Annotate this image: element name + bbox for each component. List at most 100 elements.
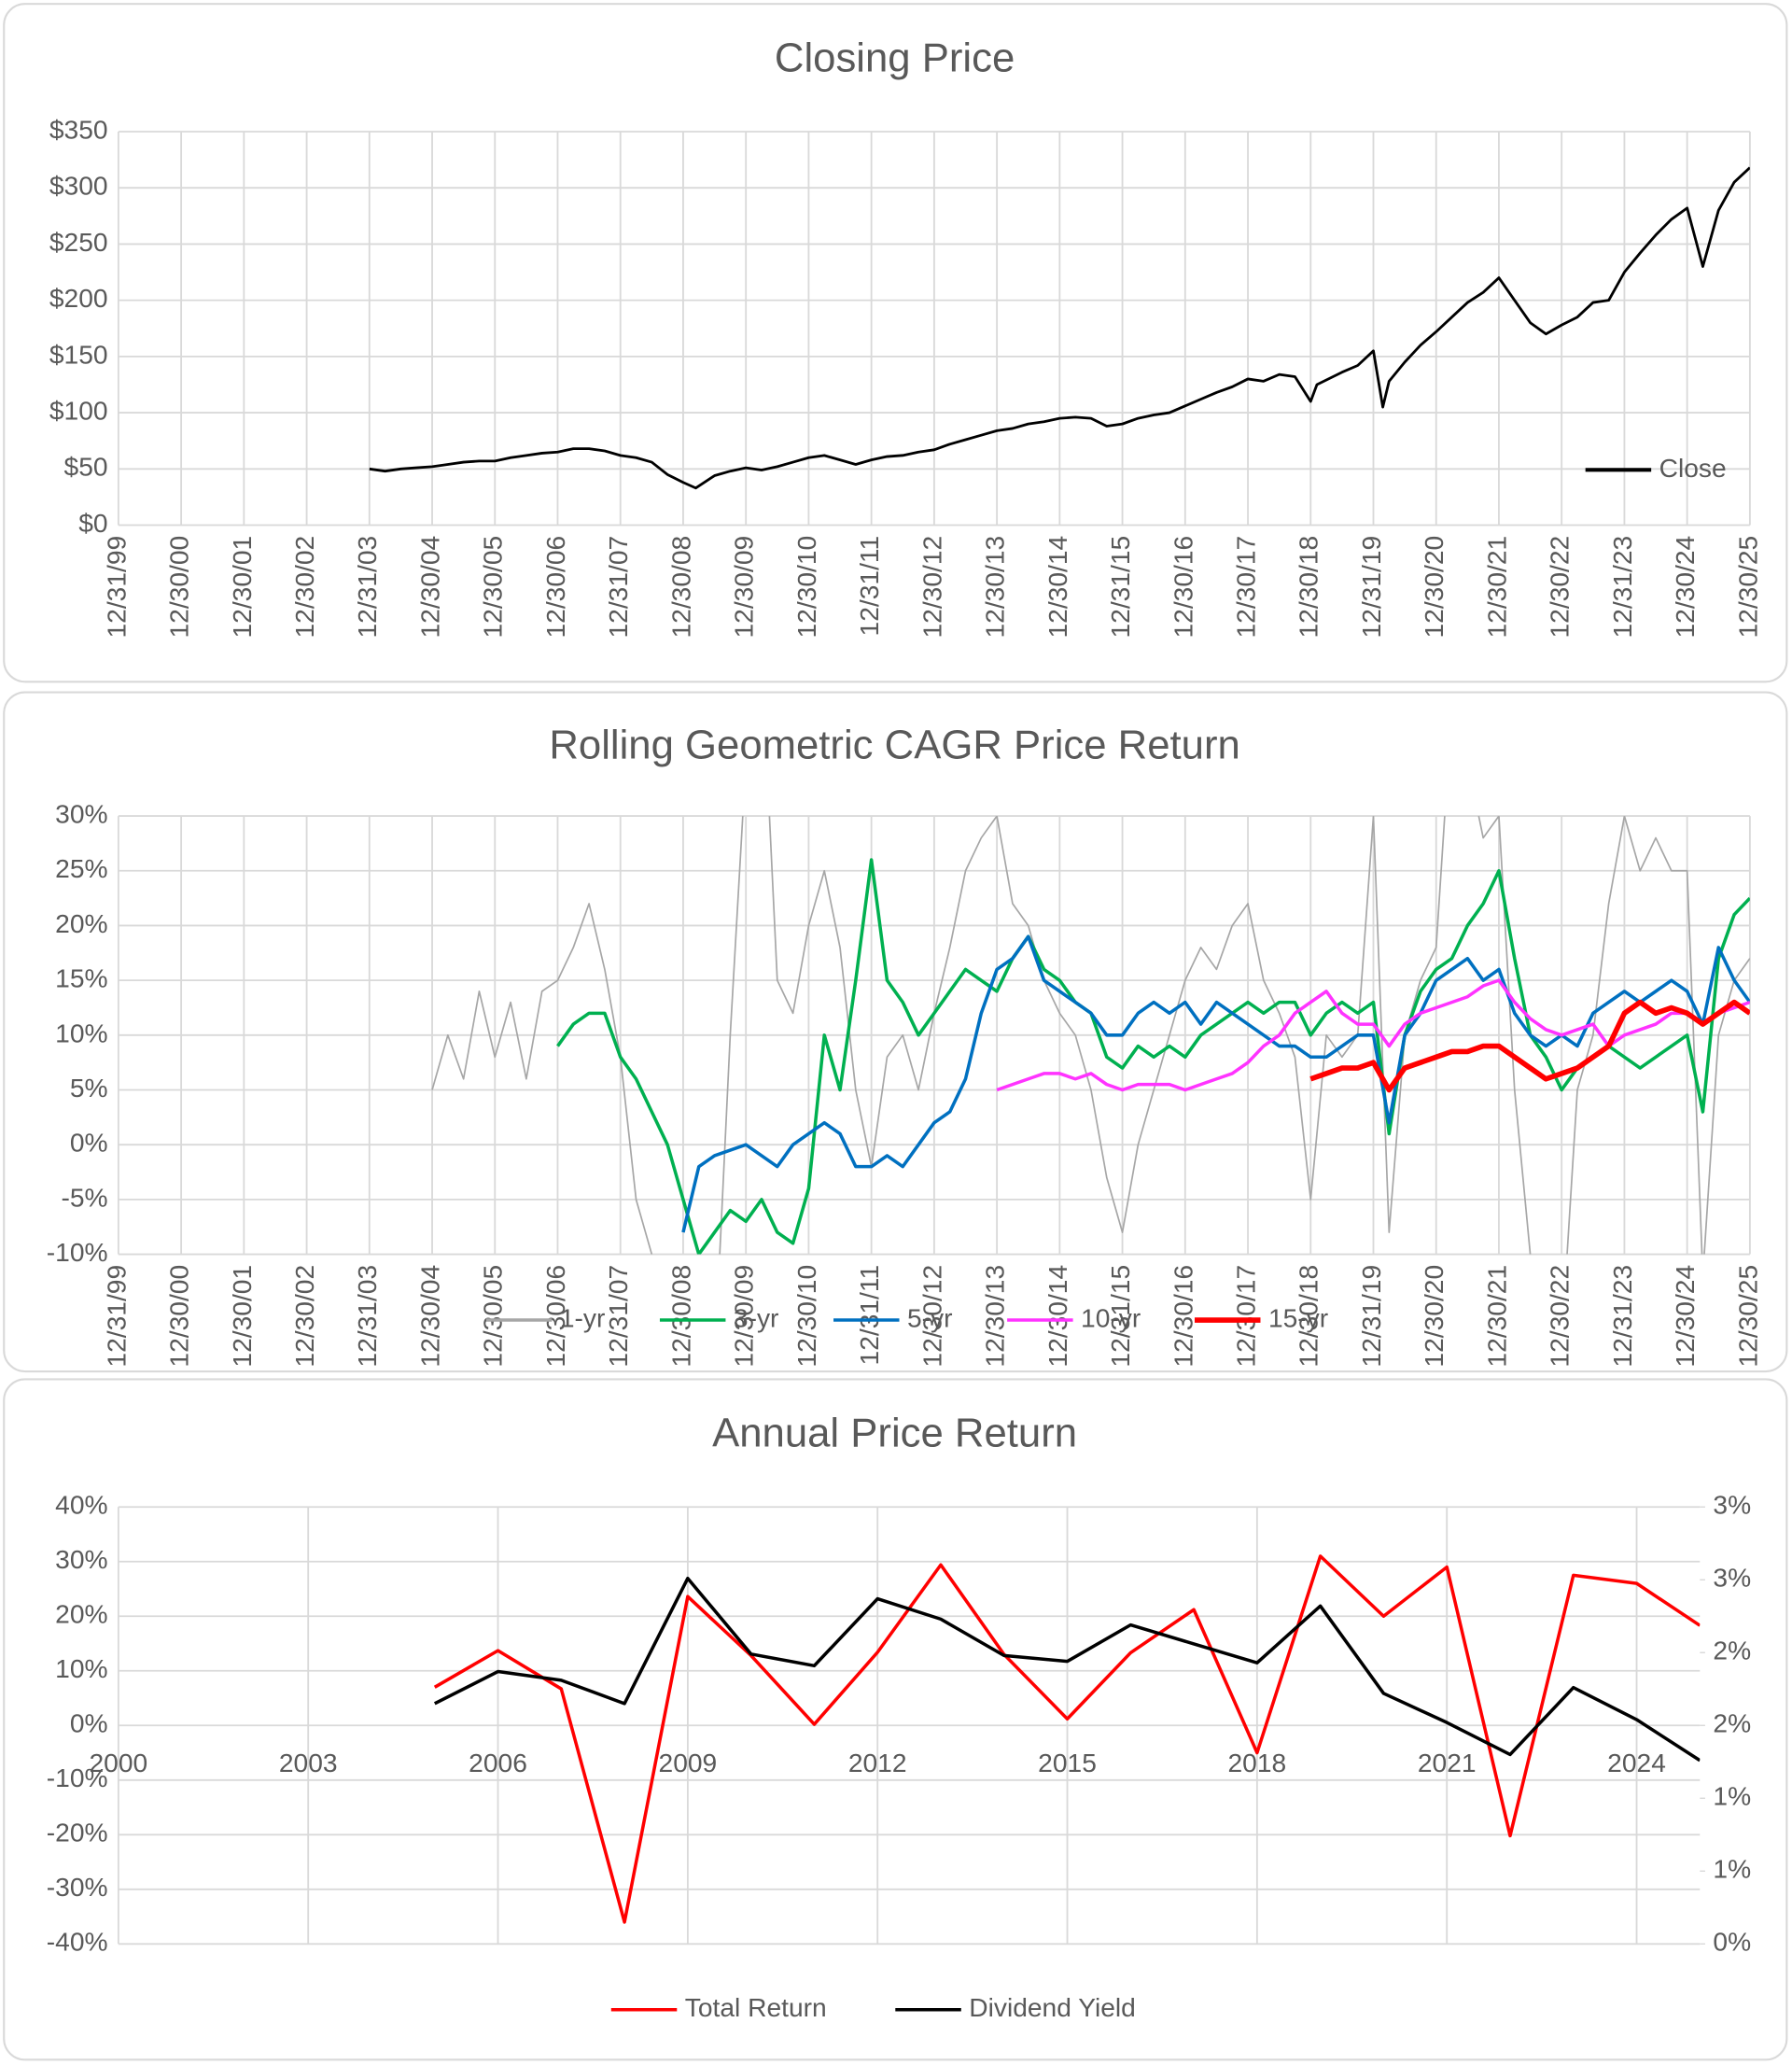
x-tick-label: 12/30/17 [1230,536,1260,639]
y-tick-label: 30% [55,1544,107,1574]
x-tick-label: 12/30/13 [980,1265,1010,1368]
x-tick-label: 12/30/09 [729,1265,759,1368]
x-tick-label: 12/30/22 [1545,1265,1575,1368]
x-tick-label: 12/30/04 [414,1265,444,1368]
y-tick-label: -20% [47,1818,108,1847]
x-tick-label: 2009 [659,1748,718,1777]
x-tick-label: 12/30/22 [1545,536,1575,639]
series-line [433,1554,1701,1924]
legend-label: 10-yr [1081,1302,1141,1332]
plot-area [431,816,1750,1255]
y-tick-label: 30% [55,799,107,829]
y2-tick-label: 3% [1713,1490,1751,1520]
x-tick-label: 12/30/10 [791,536,821,639]
x-tick-label: 12/31/11 [854,1265,884,1366]
x-tick-label: 12/31/99 [101,1265,131,1368]
x-tick-label: 12/30/17 [1230,1265,1260,1368]
series-line [433,1576,1701,1763]
legend-label: Close [1659,453,1727,483]
chart-title: Rolling Geometric CAGR Price Return [549,722,1239,767]
x-tick-label: 12/30/08 [665,536,695,639]
x-tick-label: 12/31/23 [1607,1265,1637,1368]
x-tick-label: 12/30/24 [1670,1265,1700,1368]
x-tick-label: 12/31/11 [854,536,884,637]
y2-tick-label: 1% [1713,1781,1751,1811]
x-tick-label: 12/31/07 [603,1265,633,1368]
x-tick-label: 12/30/06 [540,536,570,639]
y-tick-label: 40% [55,1490,107,1520]
legend-label: 1-yr [560,1302,606,1332]
x-tick-label: 12/31/19 [1356,536,1386,639]
x-tick-label: 12/30/08 [665,1265,695,1368]
x-tick-label: 12/31/15 [1105,536,1135,639]
plot-area [369,166,1750,490]
y-tick-label: $100 [49,396,108,426]
y-tick-label: -10% [47,1237,108,1267]
legend-label: Dividend Yield [969,1992,1136,2022]
x-tick-label: 12/30/21 [1481,1265,1511,1368]
y-tick-label: -40% [47,1927,108,1957]
x-tick-label: 12/30/16 [1168,1265,1197,1368]
x-tick-label: 12/30/05 [478,1265,508,1368]
y-tick-label: $250 [49,227,108,257]
x-tick-label: 12/30/16 [1168,536,1197,639]
y-tick-label: $200 [49,283,108,313]
x-tick-label: 12/30/18 [1294,1265,1323,1368]
legend-label: 3-yr [734,1302,779,1332]
x-tick-label: 12/30/13 [980,536,1010,639]
y-tick-label: 20% [55,1599,107,1629]
y-tick-label: -5% [61,1182,107,1212]
y-tick-label: $0 [78,508,107,538]
y-tick-label: $300 [49,171,108,201]
x-tick-label: 12/30/10 [791,1265,821,1368]
x-tick-label: 2024 [1607,1748,1666,1777]
y-tick-label: -10% [47,1763,108,1792]
y2-tick-label: 0% [1713,1927,1751,1957]
panel [3,1378,1788,2061]
y2-tick-label: 2% [1713,1708,1751,1738]
x-tick-label: 12/30/14 [1043,1265,1072,1368]
series-line [556,858,1750,1255]
x-tick-label: 12/30/00 [164,1265,194,1368]
x-tick-label: 12/30/05 [478,536,508,639]
y-tick-label: 0% [70,1128,108,1158]
x-tick-label: 12/30/01 [227,1265,257,1368]
y-tick-label: 10% [55,1653,107,1683]
panel [3,691,1788,1373]
legend-label: 15-yr [1268,1302,1328,1332]
y2-tick-label: 3% [1713,1563,1751,1593]
x-tick-label: 12/31/03 [352,1265,382,1368]
x-tick-label: 12/30/01 [227,536,257,639]
x-tick-label: 12/30/02 [289,1265,319,1368]
x-tick-label: 12/30/14 [1043,536,1072,639]
y-tick-label: -30% [47,1872,108,1902]
x-tick-label: 12/30/24 [1670,536,1700,639]
y-tick-label: 20% [55,908,107,938]
series-line [996,978,1750,1092]
series-line [369,166,1750,490]
legend-label: 5-yr [907,1302,953,1332]
x-tick-label: 12/31/15 [1105,1265,1135,1368]
x-tick-label: 12/30/20 [1419,536,1449,639]
x-tick-label: 12/30/18 [1294,536,1323,639]
y-tick-label: $50 [64,452,108,482]
y-tick-label: 5% [70,1073,108,1103]
x-tick-label: 12/31/03 [352,536,382,639]
x-tick-label: 12/30/25 [1732,1265,1762,1368]
x-tick-label: 2003 [279,1748,338,1777]
y-tick-label: 15% [55,963,107,993]
y2-tick-label: 1% [1713,1854,1751,1884]
legend-label: Total Return [685,1992,827,2022]
x-tick-label: 12/31/23 [1607,536,1637,639]
x-tick-label: 2000 [90,1748,148,1777]
x-tick-label: 12/30/20 [1419,1265,1449,1368]
x-tick-label: 12/30/00 [164,536,194,639]
x-tick-label: 2012 [848,1748,907,1777]
y2-tick-label: 2% [1713,1636,1751,1665]
x-tick-label: 12/31/99 [101,536,131,639]
series-line [1309,999,1750,1093]
x-tick-label: 2006 [469,1748,527,1777]
panel [3,3,1788,683]
x-tick-label: 2021 [1418,1748,1477,1777]
